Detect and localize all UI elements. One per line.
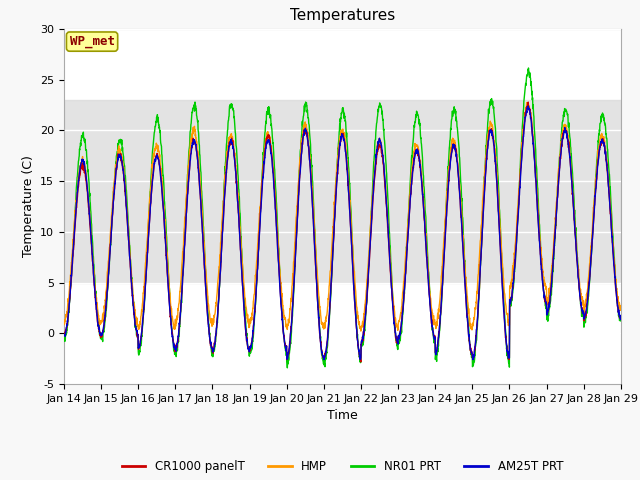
Bar [64, 100, 621, 283]
Legend: CR1000 panelT, HMP, NR01 PRT, AM25T PRT: CR1000 panelT, HMP, NR01 PRT, AM25T PRT [117, 455, 568, 478]
X-axis label: Time: Time [327, 409, 358, 422]
Y-axis label: Temperature (C): Temperature (C) [22, 156, 35, 257]
Text: WP_met: WP_met [70, 35, 115, 48]
Title: Temperatures: Temperatures [290, 9, 395, 24]
